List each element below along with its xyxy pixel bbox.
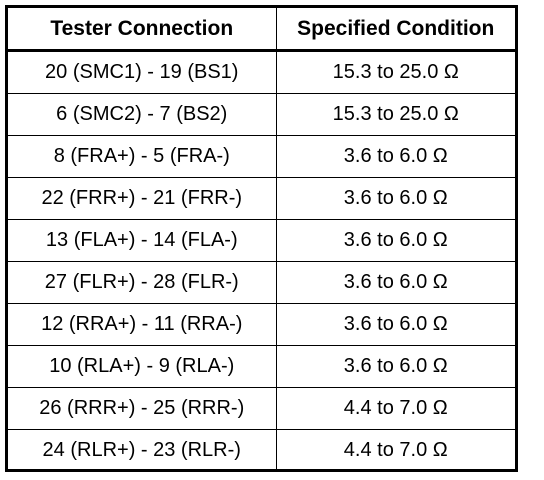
specified-condition-cell: 3.6 to 6.0 Ω [275,219,515,262]
table-row: 8 (FRA+) - 5 (FRA-) 3.6 to 6.0 Ω [8,135,515,178]
tester-connection-cell: 24 (RLR+) - 23 (RLR-) [8,429,277,471]
specified-condition-cell: 4.4 to 7.0 Ω [275,387,515,430]
specified-condition-cell: 15.3 to 25.0 Ω [275,93,515,136]
tester-connection-cell: 8 (FRA+) - 5 (FRA-) [8,135,277,178]
tester-connection-cell: 20 (SMC1) - 19 (BS1) [8,50,277,94]
tester-connection-cell: 22 (FRR+) - 21 (FRR-) [8,177,277,220]
table-row: 26 (RRR+) - 25 (RRR-) 4.4 to 7.0 Ω [8,387,515,430]
specified-condition-cell: 3.6 to 6.0 Ω [275,135,515,178]
table-row: 20 (SMC1) - 19 (BS1) 15.3 to 25.0 Ω [8,50,515,94]
tester-connection-cell: 10 (RLA+) - 9 (RLA-) [8,345,277,388]
tester-connection-cell: 6 (SMC2) - 7 (BS2) [8,93,277,136]
specified-condition-cell: 15.3 to 25.0 Ω [275,50,515,94]
specified-condition-cell: 3.6 to 6.0 Ω [275,345,515,388]
tester-connection-cell: 12 (RRA+) - 11 (RRA-) [8,303,277,346]
table-row: 12 (RRA+) - 11 (RRA-) 3.6 to 6.0 Ω [8,303,515,346]
header-specified-condition: Specified Condition [275,8,515,52]
resistance-spec-table: Tester Connection Specified Condition 20… [8,8,515,471]
tester-connection-cell: 26 (RRR+) - 25 (RRR-) [8,387,277,430]
table-row: 6 (SMC2) - 7 (BS2) 15.3 to 25.0 Ω [8,93,515,136]
table-row: 13 (FLA+) - 14 (FLA-) 3.6 to 6.0 Ω [8,219,515,262]
resistance-spec-table-container: Tester Connection Specified Condition 20… [5,5,518,472]
header-tester-connection: Tester Connection [8,8,277,52]
tester-connection-cell: 27 (FLR+) - 28 (FLR-) [8,261,277,304]
table-row: 10 (RLA+) - 9 (RLA-) 3.6 to 6.0 Ω [8,345,515,388]
specified-condition-cell: 3.6 to 6.0 Ω [275,303,515,346]
specified-condition-cell: 3.6 to 6.0 Ω [275,261,515,304]
specified-condition-cell: 4.4 to 7.0 Ω [275,429,515,471]
table-header-row: Tester Connection Specified Condition [8,8,515,52]
table-row: 27 (FLR+) - 28 (FLR-) 3.6 to 6.0 Ω [8,261,515,304]
table-row: 24 (RLR+) - 23 (RLR-) 4.4 to 7.0 Ω [8,429,515,471]
table-row: 22 (FRR+) - 21 (FRR-) 3.6 to 6.0 Ω [8,177,515,220]
specified-condition-cell: 3.6 to 6.0 Ω [275,177,515,220]
tester-connection-cell: 13 (FLA+) - 14 (FLA-) [8,219,277,262]
